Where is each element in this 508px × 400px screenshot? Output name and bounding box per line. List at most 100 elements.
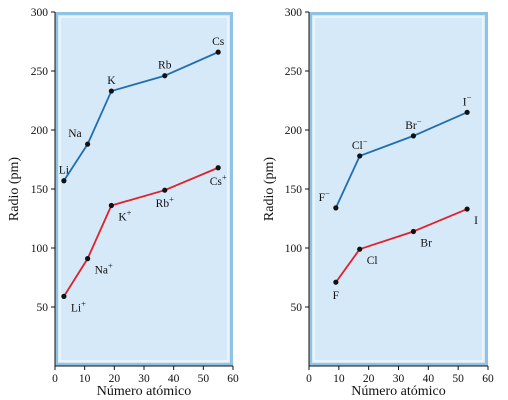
data-label: Cl− — [352, 136, 368, 152]
data-point — [108, 202, 114, 209]
data-point — [215, 165, 221, 171]
data-label-symbol: Na — [68, 128, 81, 140]
data-label: I — [474, 215, 478, 227]
x-axis-title: Número atómico — [97, 384, 191, 399]
chart-panel-2: 50 100 150 200 250 300 0 10 20 30 40 50 60 Número ató… — [262, 7, 494, 399]
data-label-symbol: Cl — [367, 255, 378, 267]
data-label-charge: − — [325, 188, 330, 198]
y-tick-label: 100 — [285, 243, 303, 255]
data-point — [85, 141, 91, 147]
y-tick-label: 250 — [31, 66, 49, 78]
data-label-symbol: K — [107, 75, 116, 87]
data-label: Rb — [158, 60, 172, 72]
data-point — [357, 153, 363, 159]
x-tick-label: 60 — [227, 373, 239, 385]
data-label-charge: + — [108, 261, 113, 271]
x-tick-label: 20 — [363, 373, 375, 385]
data-label-charge: − — [417, 116, 422, 126]
plot-border-inner — [313, 16, 484, 362]
data-label-symbol: Li — [71, 302, 81, 314]
data-label-charge: + — [127, 208, 132, 218]
plot-area — [55, 12, 233, 366]
data-label: Li — [59, 165, 69, 177]
series-line-anions — [335, 111, 468, 209]
x-tick-label: 20 — [109, 373, 121, 385]
series-ions: Li+Na+K+Rb+Cs+ — [61, 165, 227, 314]
x-tick-label: 60 — [482, 373, 494, 385]
data-label: Na — [68, 128, 81, 140]
data-label: Na+ — [95, 261, 113, 277]
data-label-symbol: F — [319, 192, 325, 204]
data-point — [333, 279, 339, 285]
plot-border-inner — [59, 16, 229, 362]
data-label-symbol: Br — [405, 120, 417, 132]
y-tick-label: 250 — [285, 66, 303, 78]
data-label: Li+ — [71, 298, 86, 314]
y-tick-label: 300 — [285, 7, 303, 19]
data-point — [85, 256, 91, 262]
series-line-atoms — [335, 208, 468, 283]
data-label: K — [107, 75, 116, 87]
y-tick-label: 100 — [31, 243, 49, 255]
data-point — [108, 88, 114, 94]
plot-border — [309, 12, 488, 366]
series-anions: F−Cl−Br−I− — [319, 92, 472, 211]
x-tick-label: 10 — [79, 373, 91, 385]
x-tick-label: 50 — [452, 373, 464, 385]
x-tick-label: 40 — [423, 373, 435, 385]
data-point — [410, 228, 417, 235]
data-label: Cl — [367, 255, 378, 267]
data-label-charge: − — [363, 136, 368, 146]
chart-panel-1: 50 100 150 200 250 300 0 10 20 30 40 50 60 Número ató… — [7, 7, 239, 399]
data-label: Cs — [212, 36, 225, 48]
y-tick-label: 200 — [285, 125, 303, 137]
data-point — [162, 187, 168, 193]
data-label: Br− — [405, 116, 422, 132]
data-point — [162, 73, 168, 79]
series-atoms: F Cl Br I — [333, 206, 478, 302]
y-axis-title: Radio (pm) — [262, 157, 277, 221]
data-label-symbol: I — [463, 96, 467, 108]
y-tick-label: 150 — [285, 184, 303, 196]
y-tick-label: 300 — [31, 7, 49, 19]
data-point — [333, 205, 339, 211]
x-tick-label: 40 — [168, 373, 180, 385]
data-label-charge: − — [467, 92, 472, 102]
y-tick-label: 50 — [37, 302, 49, 314]
data-label: Rb+ — [156, 194, 174, 210]
x-tick-label: 0 — [52, 373, 58, 385]
data-label: F− — [319, 188, 330, 204]
data-point — [464, 109, 470, 115]
data-point — [61, 293, 67, 299]
data-label: F — [333, 290, 339, 302]
x-tick-label: 30 — [393, 373, 405, 385]
data-label: Cs+ — [210, 172, 227, 188]
data-point — [215, 49, 221, 55]
data-label-symbol: Cl — [352, 140, 363, 152]
x-tick-label: 30 — [138, 373, 150, 385]
y-tick-label: 150 — [31, 184, 49, 196]
data-label-symbol: F — [333, 290, 339, 302]
data-label-symbol: Li — [59, 165, 69, 177]
plot-border — [55, 12, 233, 366]
data-label-symbol: Cs — [212, 36, 225, 48]
data-label-symbol: Cs — [210, 176, 223, 188]
data-label-symbol: Na — [95, 265, 108, 277]
x-tick-label: 0 — [306, 373, 312, 385]
x-tick-label: 50 — [198, 373, 210, 385]
data-label-charge: + — [222, 172, 227, 182]
y-tick-label: 200 — [31, 125, 49, 137]
plot-area — [309, 12, 488, 366]
y-tick-label: 50 — [291, 302, 303, 314]
data-point — [464, 206, 470, 212]
data-label-charge: + — [81, 298, 86, 308]
x-axis-title: Número atómico — [351, 384, 445, 399]
data-label: Br — [420, 237, 432, 249]
series-atoms: Li Na K Rb Cs — [59, 36, 225, 184]
data-label-symbol: Rb — [158, 60, 172, 72]
data-label-symbol: I — [474, 215, 478, 227]
x-tick-label: 10 — [333, 373, 345, 385]
data-point — [357, 246, 363, 252]
data-label-symbol: K — [118, 212, 127, 224]
